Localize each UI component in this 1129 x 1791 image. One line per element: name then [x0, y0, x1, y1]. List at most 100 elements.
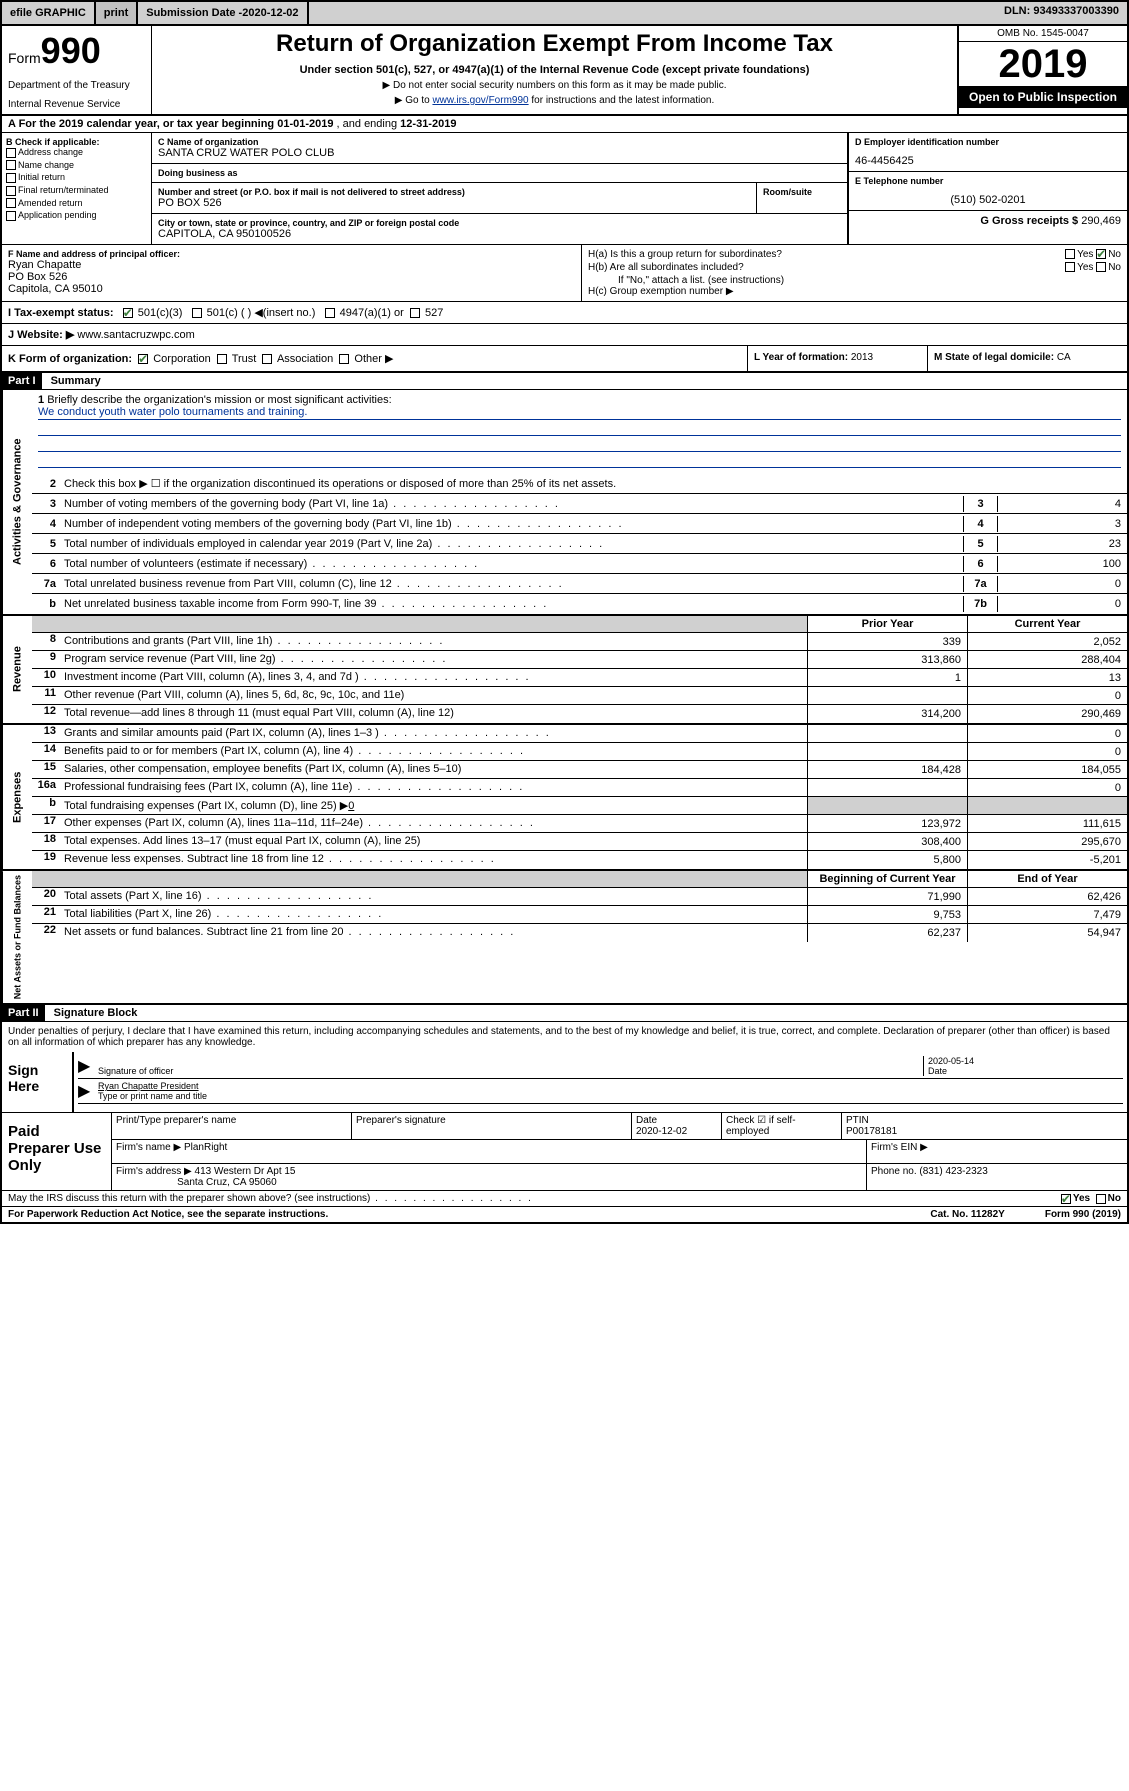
addr-value: PO BOX 526 [158, 197, 750, 209]
dept-irs: Internal Revenue Service [8, 99, 145, 110]
line-7b-value: 0 [997, 596, 1127, 612]
print-button[interactable]: print [96, 2, 138, 24]
mission-blank-3 [38, 454, 1121, 468]
expenses-section: Expenses 13Grants and similar amounts pa… [2, 725, 1127, 871]
net-assets-section: Net Assets or Fund Balances Beginning of… [2, 871, 1127, 1005]
chk-other[interactable] [339, 354, 349, 364]
chk-address-change[interactable]: Address change [6, 147, 147, 158]
col-begin-year: Beginning of Current Year [807, 871, 967, 887]
year-formation-value: 2013 [851, 352, 873, 363]
sign-here-row: Sign Here ▶ Signature of officer 2020-05… [2, 1052, 1127, 1112]
chk-trust[interactable] [217, 354, 227, 364]
paperwork-notice: For Paperwork Reduction Act Notice, see … [8, 1209, 328, 1220]
form-instruction-2: ▶ Go to www.irs.gov/Form990 for instruct… [162, 95, 947, 106]
chk-amended-return[interactable]: Amended return [6, 198, 147, 209]
website-label: J Website: ▶ [8, 329, 77, 341]
chk-4947[interactable] [325, 308, 335, 318]
line-17: 17Other expenses (Part IX, column (A), l… [32, 815, 1127, 833]
chk-association[interactable] [262, 354, 272, 364]
chk-501c[interactable] [192, 308, 202, 318]
dln-value: 93493337003390 [1033, 5, 1119, 17]
right-info-column: D Employer identification number 46-4456… [847, 133, 1127, 244]
line-19: 19Revenue less expenses. Subtract line 1… [32, 851, 1127, 869]
instr2-post: for instructions and the latest informat… [529, 95, 715, 106]
chk-final-return[interactable]: Final return/terminated [6, 185, 147, 196]
officer-sig-field: Signature of officer [98, 1056, 923, 1076]
officer-addr1: PO Box 526 [8, 271, 575, 283]
top-toolbar: efile GRAPHIC print Submission Date - 20… [2, 2, 1127, 26]
paid-preparer-fields: Print/Type preparer's name Preparer's si… [112, 1113, 1127, 1190]
submission-date: Submission Date - 2020-12-02 [138, 2, 308, 24]
ptin-cell: PTINP00178181 [842, 1113, 1127, 1139]
firm-name-line: Firm's name ▶ PlanRight Firm's EIN ▶ [112, 1140, 1127, 1164]
line-10: 10Investment income (Part VIII, column (… [32, 669, 1127, 687]
part-2-title: Signature Block [48, 1005, 144, 1021]
form-title: Return of Organization Exempt From Incom… [162, 30, 947, 58]
suite-label: Room/suite [763, 187, 841, 197]
ein-value: 46-4456425 [855, 155, 1121, 167]
irs-link[interactable]: www.irs.gov/Form990 [432, 95, 528, 106]
line-7b: bNet unrelated business taxable income f… [32, 594, 1127, 614]
org-info-grid: B Check if applicable: Address change Na… [2, 133, 1127, 245]
chk-501c3[interactable] [123, 308, 133, 318]
expenses-body: 13Grants and similar amounts paid (Part … [32, 725, 1127, 869]
line-21: 21Total liabilities (Part X, line 26)9,7… [32, 906, 1127, 924]
discuss-answer: Yes No [1061, 1193, 1121, 1204]
net-assets-body: Beginning of Current Year End of Year 20… [32, 871, 1127, 1003]
form-org-label: K Form of organization: [8, 353, 132, 365]
prep-sig-label: Preparer's signature [352, 1113, 632, 1139]
year-formation-label: L Year of formation: [754, 352, 851, 363]
line-11: 11Other revenue (Part VIII, column (A), … [32, 687, 1127, 705]
chk-initial-return[interactable]: Initial return [6, 172, 147, 183]
instr2-pre: ▶ Go to [395, 95, 433, 106]
dln: DLN: 93493337003390 [996, 2, 1127, 24]
officer-sig-date: 2020-05-14Date [923, 1056, 1123, 1076]
chk-corporation[interactable] [138, 354, 148, 364]
line-3-value: 4 [997, 496, 1127, 512]
line-16b-value: 0 [348, 800, 354, 812]
efile-label: efile GRAPHIC [2, 2, 96, 24]
submission-date-label: Submission Date - [146, 7, 242, 19]
org-name-label: C Name of organization [158, 137, 841, 147]
box-g-receipts: G Gross receipts $ 290,469 [849, 211, 1127, 231]
box-i-row: I Tax-exempt status: 501(c)(3) 501(c) ( … [2, 302, 1127, 324]
tax-year-end: 12-31-2019 [400, 118, 456, 130]
prep-name-label: Print/Type preparer's name [112, 1113, 352, 1139]
line-8: 8Contributions and grants (Part VIII, li… [32, 633, 1127, 651]
paid-preparer-section: Paid Preparer Use Only Print/Type prepar… [2, 1113, 1127, 1191]
chk-name-change[interactable]: Name change [6, 160, 147, 171]
receipts-value: 290,469 [1081, 215, 1121, 227]
box-h-group: H(a) Is this a group return for subordin… [582, 245, 1127, 301]
chk-527[interactable] [410, 308, 420, 318]
perjury-statement: Under penalties of perjury, I declare th… [2, 1022, 1127, 1052]
firm-addr-line: Firm's address ▶ 413 Western Dr Apt 15 S… [112, 1164, 1127, 1190]
firm-addr-cell: Firm's address ▶ 413 Western Dr Apt 15 S… [112, 1164, 867, 1190]
firm-phone-cell: Phone no. (831) 423-2323 [867, 1164, 1127, 1190]
part-1-header: Part I Summary [2, 373, 1127, 390]
paid-preparer-label: Paid Preparer Use Only [2, 1113, 112, 1190]
omb-number: OMB No. 1545-0047 [959, 26, 1127, 42]
line-4-value: 3 [997, 516, 1127, 532]
line-6: 6Total number of volunteers (estimate if… [32, 554, 1127, 574]
tax-status-label: I Tax-exempt status: [8, 307, 114, 319]
dln-label: DLN: [1004, 5, 1033, 17]
revenue-body: Prior Year Current Year 8Contributions a… [32, 616, 1127, 723]
form-subtitle: Under section 501(c), 527, or 4947(a)(1)… [162, 64, 947, 76]
chk-application-pending[interactable]: Application pending [6, 210, 147, 221]
officer-name-field: Ryan Chapatte PresidentType or print nam… [98, 1081, 1123, 1101]
col-current-year: Current Year [967, 616, 1127, 632]
chk-self-employed[interactable]: Check ☑ if self-employed [722, 1113, 842, 1139]
street-address: Number and street (or P.O. box if mail i… [152, 183, 757, 213]
line-3: 3Number of voting members of the governi… [32, 494, 1127, 514]
box-b-checkboxes: B Check if applicable: Address change Na… [2, 133, 152, 244]
officer-signature-line: ▶ Signature of officer 2020-05-14Date [78, 1056, 1123, 1079]
form-number-block: Form990 Department of the Treasury Inter… [2, 26, 152, 114]
box-k-form-org: K Form of organization: Corporation Trus… [2, 346, 747, 371]
revenue-section: Revenue Prior Year Current Year 8Contrib… [2, 616, 1127, 725]
officer-name-line: ▶ Ryan Chapatte PresidentType or print n… [78, 1081, 1123, 1104]
h-c-text: H(c) Group exemption number ▶ [588, 286, 1121, 297]
arrow-icon: ▶ [78, 1081, 98, 1101]
part-2-header: Part II Signature Block [2, 1005, 1127, 1022]
net-assets-header: Beginning of Current Year End of Year [32, 871, 1127, 888]
line-13: 13Grants and similar amounts paid (Part … [32, 725, 1127, 743]
